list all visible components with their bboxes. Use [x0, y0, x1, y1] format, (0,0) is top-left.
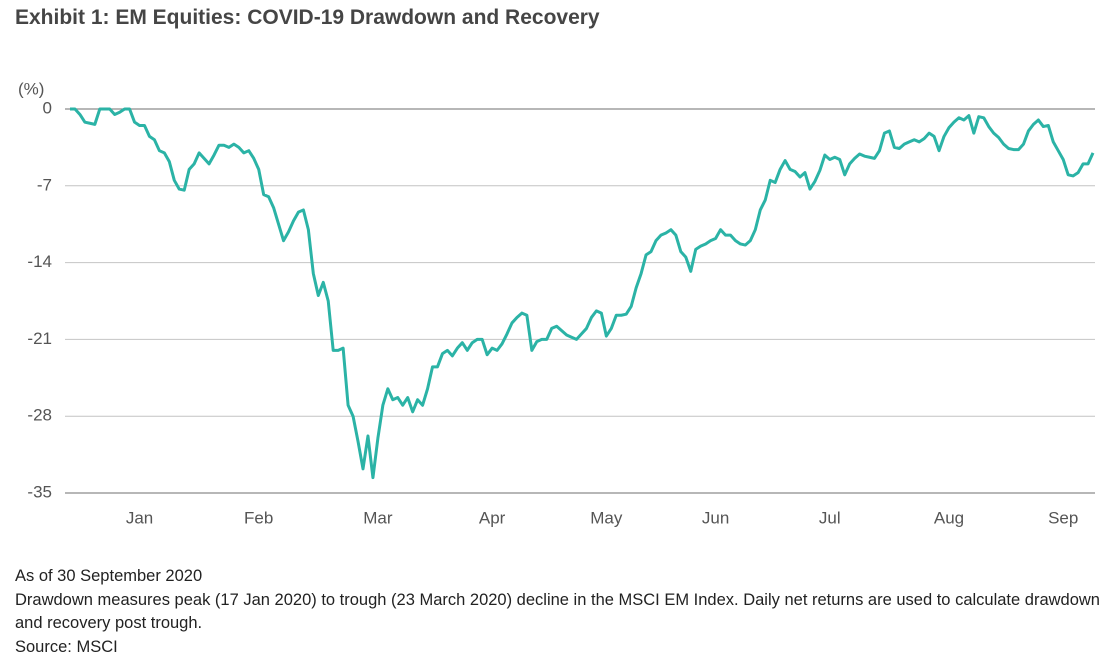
x-tick-label: Jan	[126, 508, 153, 527]
y-tick-label: -21	[27, 329, 52, 348]
x-tick-label: May	[590, 508, 623, 527]
note: As of 30 September 2020	[15, 567, 203, 585]
note: Source: MSCI	[15, 637, 118, 656]
chart-title: Exhibit 1: EM Equities: COVID-19 Drawdow…	[15, 6, 600, 29]
x-tick-label: Apr	[479, 508, 506, 527]
y-unit: (%)	[18, 79, 44, 98]
y-tick-label: -14	[27, 252, 52, 271]
notes: As of 30 September 2020 Drawdown measures…	[15, 565, 1100, 659]
x-tick-label: Jun	[702, 508, 729, 527]
x-tick-label: Jul	[819, 508, 841, 527]
x-tick-label: Aug	[934, 508, 964, 527]
y-tick-label: -35	[27, 482, 52, 501]
x-tick-label: Sep	[1048, 508, 1078, 527]
y-tick-label: -28	[27, 406, 52, 425]
data-line	[70, 107, 1095, 480]
chart: (%) 0 -7 -14 -21 -28 -35 Jan Feb Mar Apr May Jun Jul…	[18, 79, 1095, 527]
x-tick-label: Mar	[363, 508, 393, 527]
note: Drawdown measures peak (17 Jan 2020) to …	[15, 590, 1100, 633]
x-tick-label: Feb	[244, 508, 273, 527]
y-tick-label: -7	[37, 175, 52, 194]
y-tick-label: 0	[43, 98, 52, 117]
